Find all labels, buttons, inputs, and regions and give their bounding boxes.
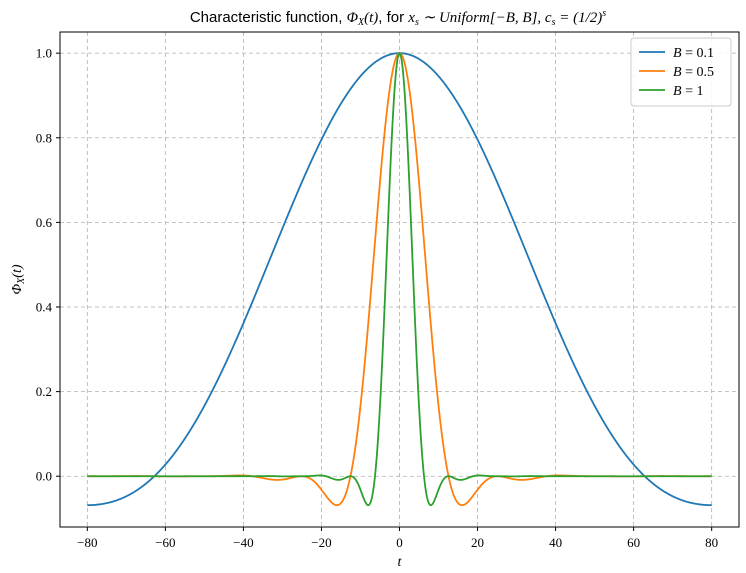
legend-box — [630, 37, 732, 107]
title-dist-name: Uniform — [439, 10, 490, 26]
x-tick-label: −20 — [311, 535, 331, 550]
series-lines — [86, 52, 713, 507]
legend-value: = 0.5 — [682, 65, 714, 80]
title-coef-sub: s — [552, 17, 556, 28]
legend-var: B — [673, 65, 682, 80]
x-tick-label: 40 — [549, 535, 562, 550]
y-axis-label: ΦX(t) — [10, 264, 27, 294]
x-axis-ticks: −80 −60 −40 −20 0 20 40 60 80 — [77, 527, 718, 550]
legend-label: B = 0.5 — [673, 65, 714, 80]
title-dist-rel: ∼ — [419, 10, 439, 26]
x-tick-label: 80 — [705, 535, 718, 550]
title-coef-var: c — [545, 10, 552, 26]
x-tick-label: −80 — [77, 535, 97, 550]
y-tick-label: 0.8 — [36, 130, 52, 145]
y-label-arg: (t) — [10, 264, 25, 278]
legend-value: = 0.1 — [682, 46, 714, 61]
title-phi-arg: (t) — [364, 10, 378, 26]
title-dist-range: [−B, B] — [490, 10, 538, 26]
legend-var: B — [673, 84, 682, 99]
title-dist-sub: s — [415, 17, 419, 28]
y-tick-label: 0.6 — [36, 215, 53, 230]
title-phi-sub: X — [357, 17, 365, 28]
x-axis-label: t — [398, 555, 403, 570]
legend-label: B = 0.1 — [673, 46, 714, 61]
chart-title: Characteristic function, ΦX(t), for xs ∼… — [190, 8, 606, 28]
legend-var: B — [673, 46, 682, 61]
x-tick-label: 60 — [627, 535, 640, 550]
y-axis-ticks: 0.0 0.2 0.4 0.6 0.8 1.0 — [36, 46, 60, 484]
y-tick-label: 0.2 — [36, 384, 52, 399]
x-tick-label: 0 — [396, 535, 403, 550]
y-label-sub: X — [16, 277, 27, 285]
legend-value: = 1 — [682, 84, 704, 99]
title-prefix: Characteristic function, — [190, 9, 347, 26]
x-tick-label: 20 — [471, 535, 484, 550]
title-sep: , — [537, 10, 545, 26]
legend: B = 0.1B = 0.5B = 1 — [630, 37, 732, 107]
y-label-phi: Φ — [10, 284, 25, 295]
x-tick-label: −40 — [233, 535, 253, 550]
y-tick-label: 0.4 — [36, 300, 53, 315]
title-coef-pow: s — [602, 8, 606, 19]
x-tick-label: −60 — [155, 535, 175, 550]
y-tick-label: 1.0 — [36, 46, 52, 61]
title-coef-eq: = (1/2) — [555, 10, 602, 26]
series-line — [86, 52, 713, 507]
y-tick-label: 0.0 — [36, 469, 52, 484]
title-for: , for — [378, 9, 408, 26]
legend-label: B = 1 — [673, 84, 703, 99]
title-phi: Φ — [347, 10, 359, 26]
title-dist-var: x — [407, 10, 415, 26]
